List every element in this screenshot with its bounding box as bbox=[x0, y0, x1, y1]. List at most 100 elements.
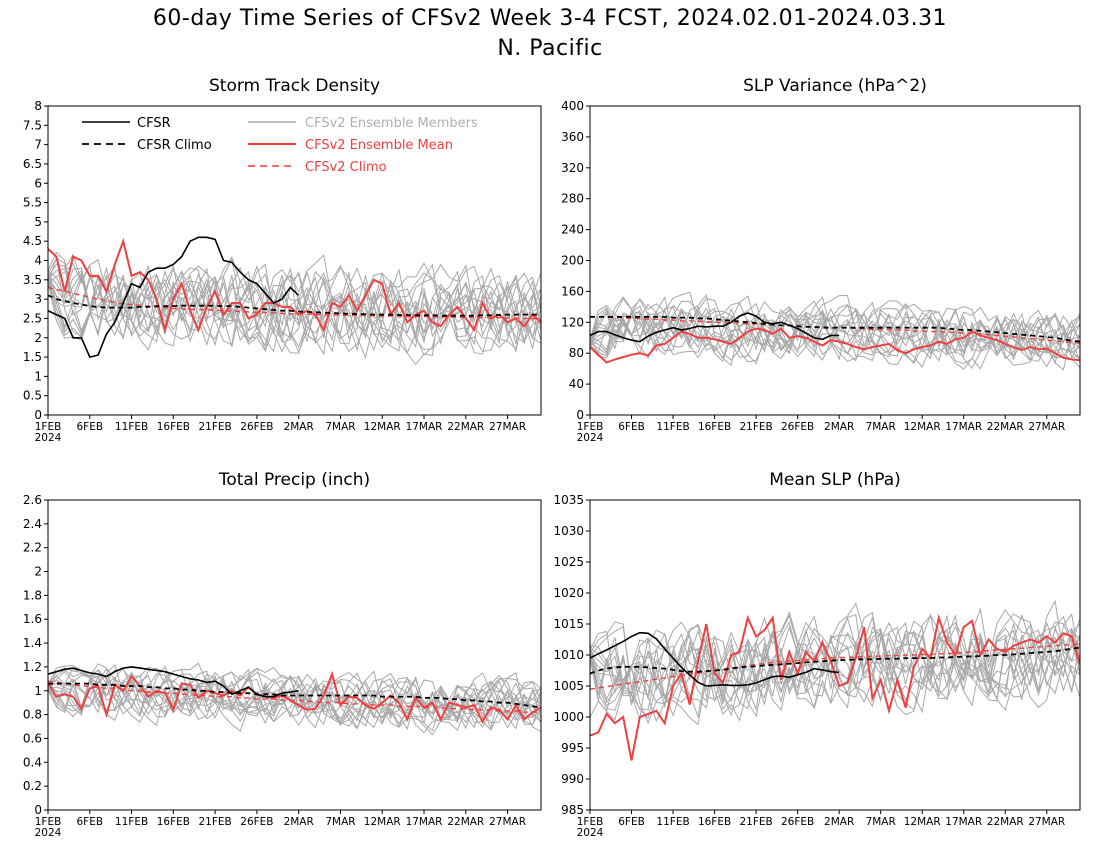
x-tick-label: 22MAR bbox=[447, 816, 484, 828]
x-tick-label: 1FEB bbox=[35, 421, 62, 433]
x-tick-label: 12MAR bbox=[904, 421, 941, 433]
y-tick-label: 1010 bbox=[553, 648, 584, 662]
y-tick-label: 2.6 bbox=[23, 493, 42, 507]
x-tick-label: 17MAR bbox=[406, 421, 443, 433]
ensemble-member-line bbox=[48, 254, 541, 340]
chart-panel-3: Total Precip (inch) 0 0.2 0.4 0.6 0.8 1 1.2 1.4 1… bbox=[23, 470, 542, 839]
x-year-label: 2024 bbox=[35, 827, 62, 839]
y-tick-label: 5 bbox=[34, 215, 42, 229]
y-tick-label: 1.8 bbox=[23, 588, 42, 602]
x-tick-label: 27MAR bbox=[1028, 421, 1065, 433]
plot-frame bbox=[47, 499, 542, 811]
y-tick-label: 0.5 bbox=[23, 389, 42, 403]
x-tick-label: 16FEB bbox=[698, 421, 731, 433]
y-tick-label: 0 bbox=[34, 408, 42, 422]
ensemble-member-line bbox=[48, 257, 541, 355]
x-tick-label: 2MAR bbox=[824, 816, 854, 828]
x-tick-label: 22MAR bbox=[987, 816, 1024, 828]
ensemble-member-line bbox=[590, 301, 1080, 363]
series-cfsr-climo bbox=[48, 682, 541, 709]
ensemble-member-line bbox=[590, 615, 1080, 722]
x-tick-label: 6FEB bbox=[618, 816, 645, 828]
x-tick-label: 1FEB bbox=[35, 816, 62, 828]
y-tick-label: 7 bbox=[34, 138, 42, 152]
y-tick-label: 1030 bbox=[553, 524, 584, 538]
y-tick-label: 40 bbox=[569, 377, 584, 391]
x-tick-label: 26FEB bbox=[781, 816, 814, 828]
y-tick-label: 6.5 bbox=[23, 157, 42, 171]
x-tick-label: 11FEB bbox=[656, 421, 689, 433]
series-cfsr bbox=[590, 312, 840, 343]
x-tick-label: 6FEB bbox=[76, 816, 103, 828]
y-tick-label: 360 bbox=[561, 130, 584, 144]
y-tick-label: 1020 bbox=[553, 586, 584, 600]
y-tick-label: 2.4 bbox=[23, 517, 42, 531]
x-tick-label: 17MAR bbox=[945, 816, 982, 828]
chart-panel-1: Storm Track Density 0 0.5 1 1.5 2 2.5 3 3.5 4 4.5 5… bbox=[23, 76, 542, 444]
x-tick-label: 2MAR bbox=[284, 816, 314, 828]
y-tick-label: 2.5 bbox=[23, 311, 42, 325]
x-tick-label: 26FEB bbox=[240, 816, 273, 828]
y-tick-label: 1 bbox=[34, 369, 42, 383]
ensemble-member-line bbox=[590, 630, 1080, 716]
x-year-label: 2024 bbox=[577, 827, 604, 839]
y-tick-label: 80 bbox=[569, 346, 584, 360]
x-tick-label: 6FEB bbox=[76, 421, 103, 433]
x-tick-label: 22MAR bbox=[987, 421, 1024, 433]
panel-title: Total Precip (inch) bbox=[218, 470, 370, 490]
legend-label-cfsv2-climo: CFSv2 Climo bbox=[305, 160, 387, 175]
y-tick-label: 2 bbox=[34, 565, 42, 579]
panel-title: Mean SLP (hPa) bbox=[769, 470, 901, 490]
x-tick-label: 12MAR bbox=[364, 421, 401, 433]
ensemble-member-line bbox=[48, 665, 541, 727]
ensemble-member-line bbox=[48, 662, 541, 733]
ensemble-member-line bbox=[590, 613, 1080, 726]
y-tick-label: 3.5 bbox=[23, 273, 42, 287]
x-tick-label: 1FEB bbox=[577, 816, 604, 828]
x-year-label: 2024 bbox=[577, 432, 604, 444]
x-tick-label: 2MAR bbox=[824, 421, 854, 433]
chart-panel-4: Mean SLP (hPa) 985 990 995 1000 1005 1010 1015 1… bbox=[553, 470, 1081, 839]
x-tick-label: 12MAR bbox=[904, 816, 941, 828]
x-tick-label: 2MAR bbox=[284, 421, 314, 433]
y-tick-label: 0 bbox=[34, 803, 42, 817]
x-tick-label: 11FEB bbox=[115, 421, 148, 433]
x-tick-label: 21FEB bbox=[198, 421, 231, 433]
panel-title: SLP Variance (hPa^2) bbox=[743, 76, 927, 96]
series-ens-mean bbox=[590, 613, 1080, 761]
y-tick-label: 320 bbox=[561, 161, 584, 175]
y-tick-label: 1005 bbox=[553, 679, 584, 693]
y-tick-label: 2 bbox=[34, 331, 42, 345]
x-tick-label: 16FEB bbox=[157, 816, 190, 828]
x-tick-label: 21FEB bbox=[739, 816, 772, 828]
x-tick-label: 26FEB bbox=[240, 421, 273, 433]
series-ens-mean bbox=[48, 237, 541, 334]
y-tick-label: 1 bbox=[34, 684, 42, 698]
series-cfsv2-climo bbox=[590, 643, 1080, 690]
y-tick-label: 1.2 bbox=[23, 660, 42, 674]
x-tick-label: 17MAR bbox=[945, 421, 982, 433]
x-tick-label: 1FEB bbox=[577, 421, 604, 433]
series-cfsr bbox=[48, 666, 299, 698]
legend-label-cfsr-climo: CFSR Climo bbox=[137, 138, 212, 153]
x-tick-label: 7MAR bbox=[325, 816, 355, 828]
ensemble-member-line bbox=[590, 621, 1080, 718]
x-tick-label: 7MAR bbox=[325, 421, 355, 433]
ensemble-member-line bbox=[590, 611, 1080, 705]
y-tick-label: 280 bbox=[561, 192, 584, 206]
ensemble-member-line bbox=[590, 293, 1080, 362]
y-tick-label: 0.4 bbox=[23, 755, 42, 769]
y-tick-label: 0 bbox=[576, 408, 584, 422]
series-cfsr bbox=[48, 236, 300, 359]
y-tick-label: 4.5 bbox=[23, 234, 42, 248]
plot-area bbox=[48, 662, 541, 736]
y-tick-label: 160 bbox=[561, 284, 584, 298]
y-tick-label: 0.2 bbox=[23, 779, 42, 793]
legend-label-ens-mean: CFSv2 Ensemble Mean bbox=[305, 138, 453, 153]
chart-panel-2: SLP Variance (hPa^2) 0 40 80 120 160 200 240 280… bbox=[561, 76, 1081, 444]
y-tick-label: 3 bbox=[34, 292, 42, 306]
series-cfsr-climo bbox=[48, 294, 541, 317]
legend-label-members: CFSv2 Ensemble Members bbox=[305, 116, 478, 131]
figure-title: 60-day Time Series of CFSv2 Week 3-4 FCS… bbox=[152, 6, 948, 31]
x-tick-label: 16FEB bbox=[157, 421, 190, 433]
